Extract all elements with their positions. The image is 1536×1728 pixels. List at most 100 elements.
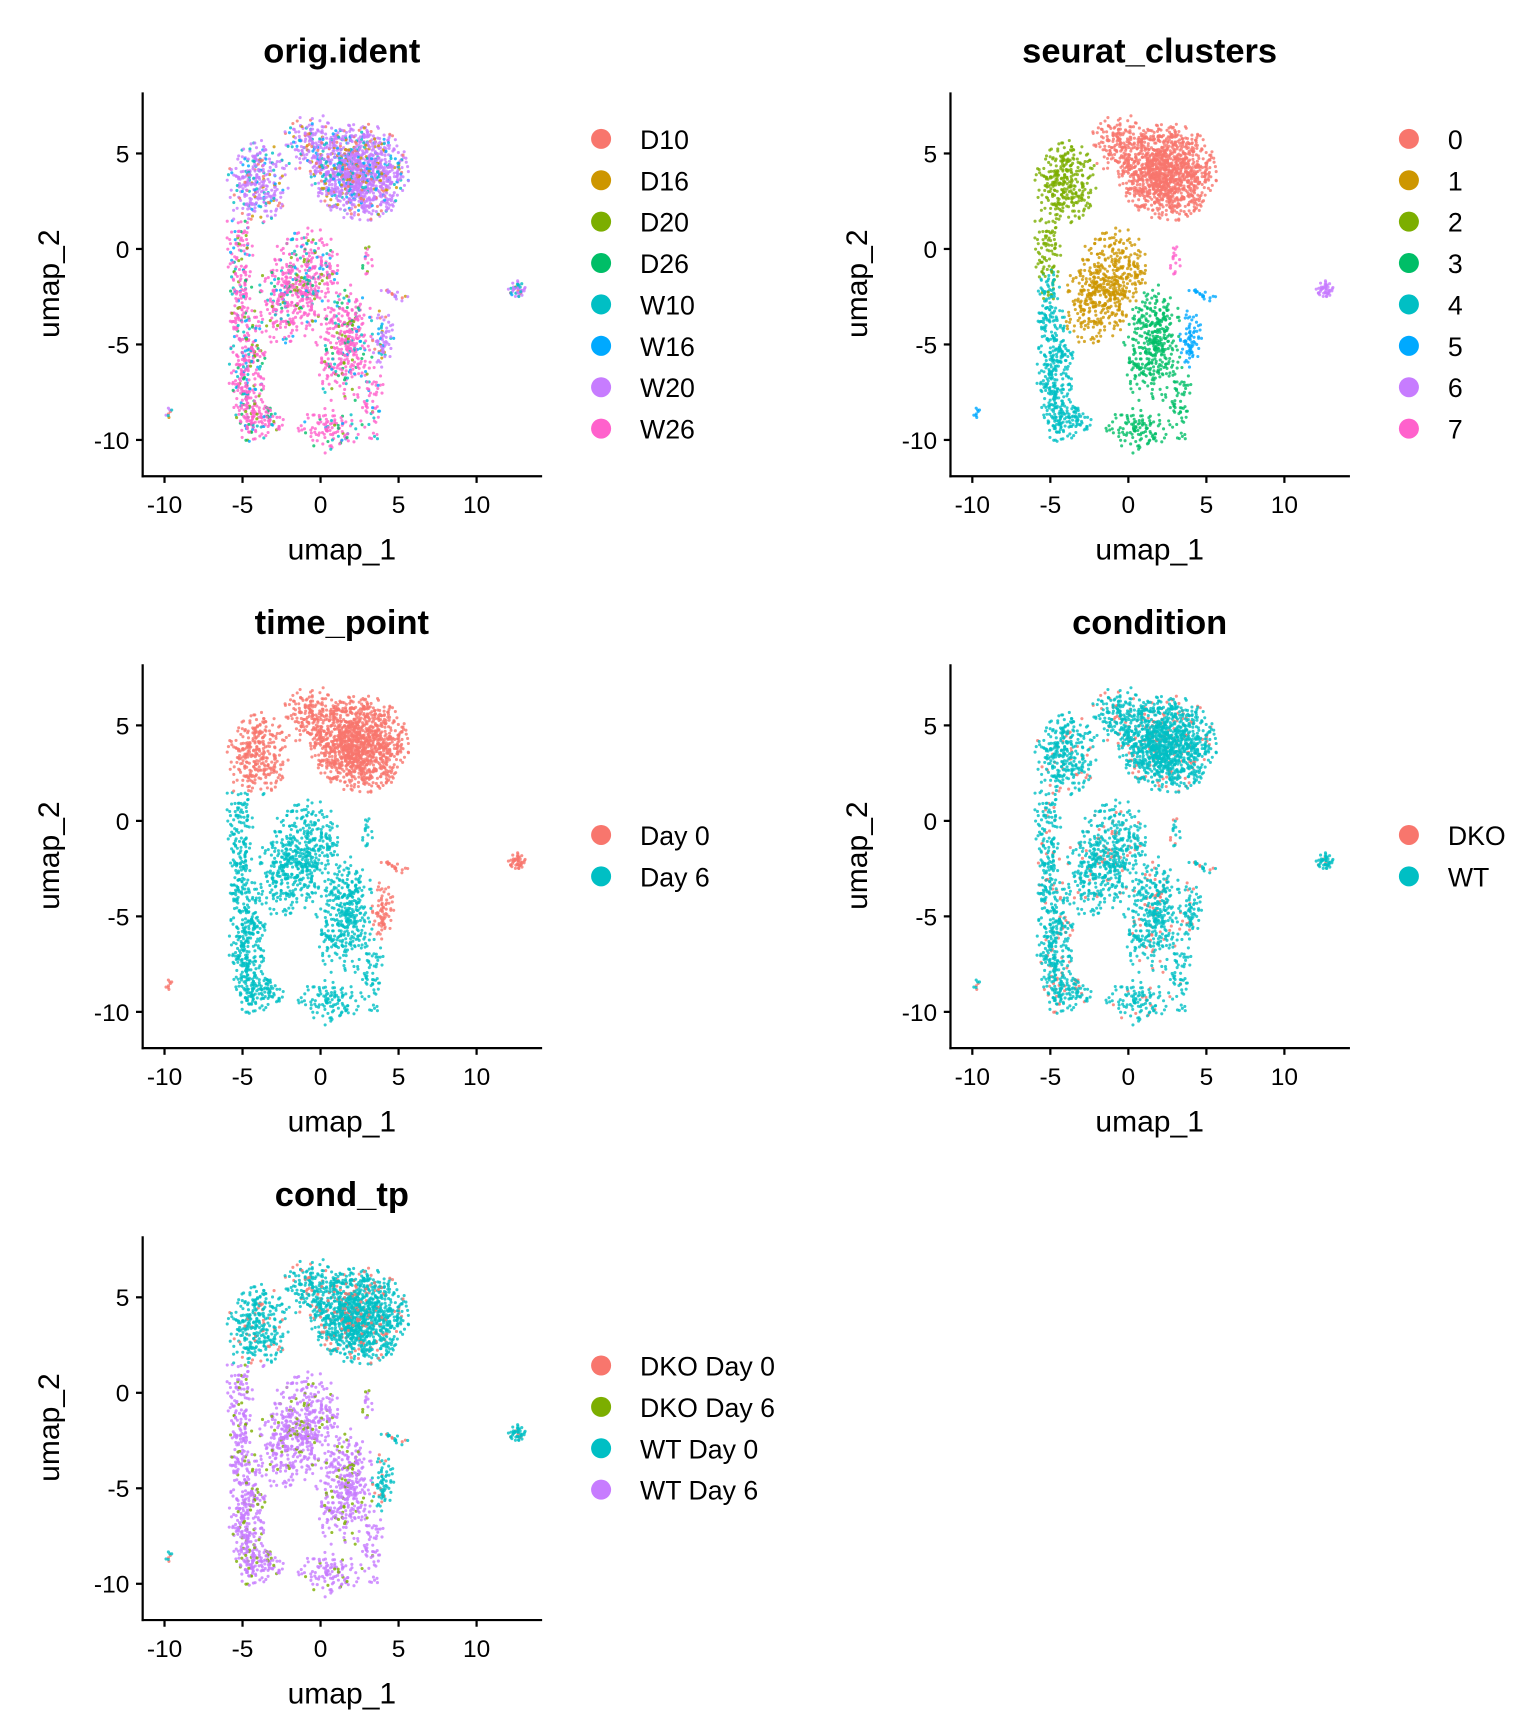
umap-point	[279, 326, 282, 329]
umap-point	[247, 423, 250, 426]
umap-point	[361, 177, 364, 180]
umap-point	[376, 361, 379, 364]
umap-point	[253, 400, 256, 403]
umap-point	[373, 435, 376, 438]
umap-point	[346, 436, 349, 439]
umap-point	[1098, 145, 1101, 148]
umap-point	[285, 337, 288, 340]
umap-point	[351, 388, 354, 391]
umap-point	[517, 283, 520, 286]
umap-point	[300, 237, 303, 240]
umap-point	[1191, 199, 1194, 202]
umap-point	[327, 155, 330, 158]
umap-point	[361, 205, 364, 208]
umap-point	[1175, 423, 1178, 426]
umap-point	[347, 360, 350, 363]
umap-point	[383, 194, 386, 197]
umap-point	[370, 437, 373, 440]
umap-point	[251, 202, 254, 205]
umap-point	[323, 360, 326, 363]
umap-point	[1097, 126, 1100, 129]
umap-point	[274, 182, 277, 185]
umap-point	[349, 284, 352, 287]
umap-point	[300, 265, 303, 268]
umap-point	[247, 164, 250, 167]
umap-point	[248, 213, 251, 216]
umap-point	[1131, 199, 1134, 202]
umap-point	[304, 132, 307, 135]
umap-point	[254, 421, 257, 424]
umap-point	[368, 367, 371, 370]
umap-point	[242, 390, 245, 393]
umap-point	[1043, 397, 1046, 400]
umap-point	[1182, 178, 1185, 181]
umap-point	[1121, 297, 1124, 300]
umap-point	[403, 150, 406, 153]
umap-point	[256, 190, 259, 193]
umap-point	[280, 284, 283, 287]
umap-point	[1097, 331, 1100, 334]
umap-point	[239, 291, 242, 294]
umap-point	[1080, 145, 1083, 148]
umap-point	[1152, 369, 1155, 372]
umap-point	[366, 131, 369, 134]
umap-point	[329, 141, 332, 144]
umap-point	[347, 335, 350, 338]
umap-point	[310, 309, 313, 312]
umap-point	[1036, 262, 1039, 265]
umap-point	[1191, 158, 1194, 161]
umap-point	[291, 294, 294, 297]
umap-point	[308, 324, 311, 327]
umap-point	[280, 307, 283, 310]
umap-point	[315, 272, 318, 275]
umap-point	[1145, 435, 1148, 438]
umap-point	[286, 310, 289, 313]
umap-point	[241, 190, 244, 193]
umap-point	[245, 194, 248, 197]
umap-point	[1146, 384, 1149, 387]
umap-point	[1069, 362, 1072, 365]
umap-point	[1076, 335, 1079, 338]
umap-point	[237, 230, 240, 233]
umap-point	[241, 163, 244, 166]
umap-point	[1177, 391, 1180, 394]
umap-point	[380, 201, 383, 204]
umap-point	[330, 158, 333, 161]
umap-point	[374, 188, 377, 191]
umap-point	[304, 140, 307, 143]
umap-point	[290, 320, 293, 323]
umap-point	[399, 172, 402, 175]
umap-point	[241, 346, 244, 349]
umap-point	[226, 236, 229, 239]
umap-point	[305, 298, 308, 301]
umap-point	[310, 183, 313, 186]
umap-point	[267, 276, 270, 279]
umap-point	[383, 154, 386, 157]
umap-point	[238, 363, 241, 366]
umap-point	[232, 279, 235, 282]
umap-point	[253, 316, 256, 319]
umap-point	[244, 382, 247, 385]
umap-point	[363, 169, 366, 172]
umap-point	[334, 189, 337, 192]
umap-point	[311, 320, 314, 323]
umap-point	[232, 246, 235, 249]
umap-point	[239, 274, 242, 277]
umap-point	[390, 199, 393, 202]
umap-point	[335, 291, 338, 294]
umap-point	[293, 322, 296, 325]
umap-point	[1073, 210, 1076, 213]
umap-point	[1059, 254, 1062, 257]
umap-point	[235, 363, 238, 366]
umap-point	[358, 218, 361, 221]
umap-point	[1204, 291, 1207, 294]
umap-point	[388, 147, 391, 150]
umap-point	[251, 421, 254, 424]
umap-point	[259, 216, 262, 219]
umap-point	[1040, 209, 1043, 212]
umap-point	[354, 134, 357, 137]
umap-point	[1118, 122, 1121, 125]
umap-point	[1122, 284, 1125, 287]
umap-point	[265, 302, 268, 305]
umap-point	[1071, 419, 1074, 422]
